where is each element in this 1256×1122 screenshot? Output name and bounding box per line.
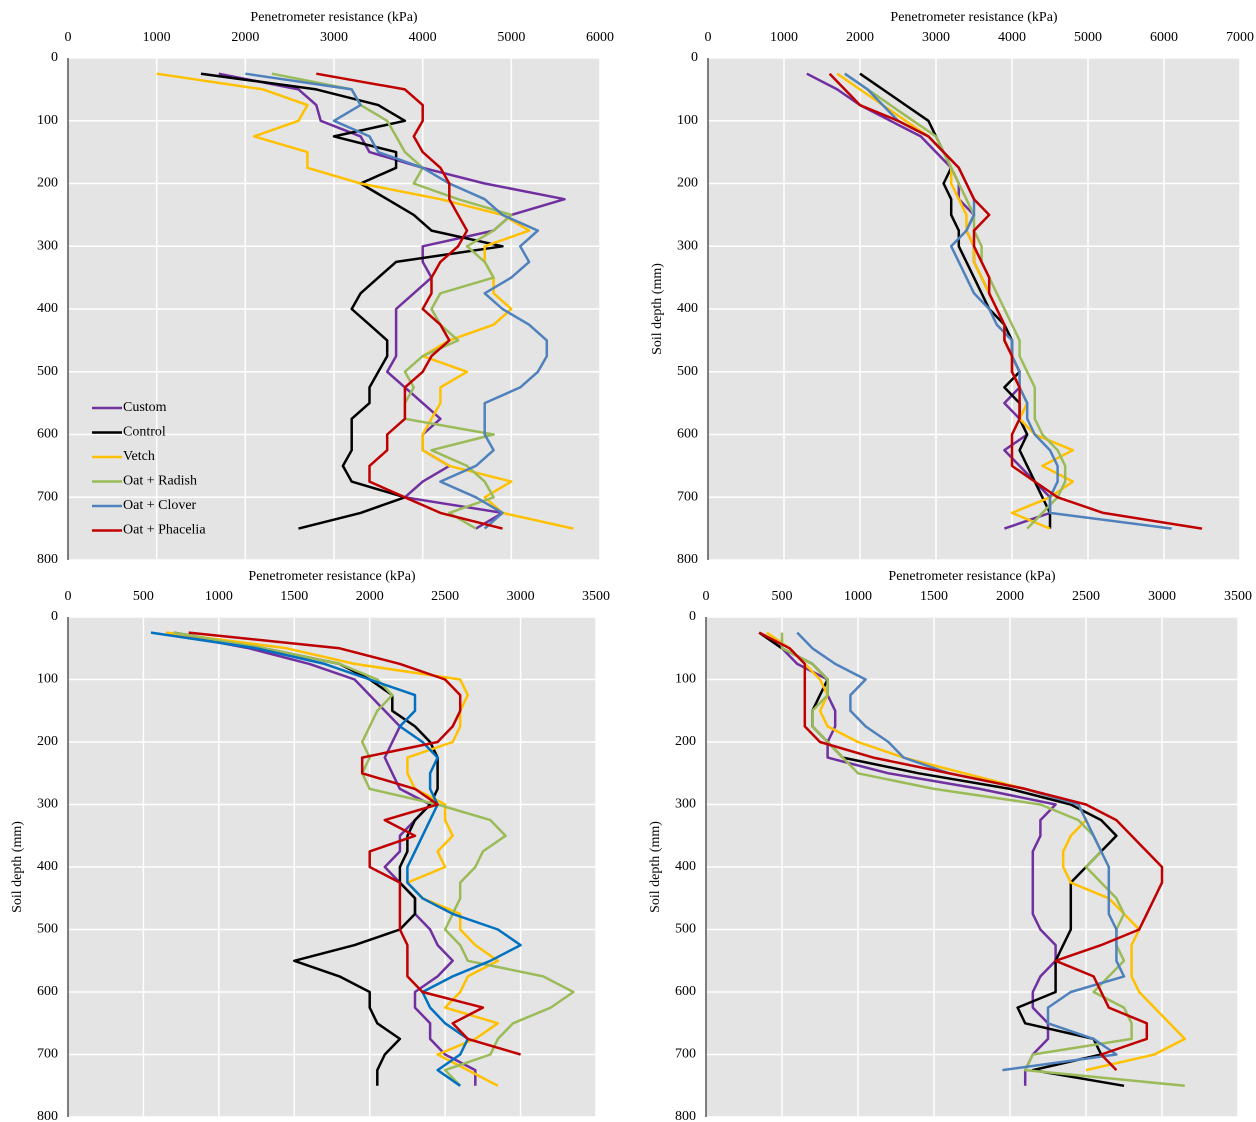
series-line	[200, 72, 504, 530]
y-tick-label: 600	[675, 984, 696, 999]
x-tick-label: 2000	[231, 30, 259, 45]
y-tick-label: 500	[37, 364, 58, 379]
y-tick-label: 300	[37, 238, 58, 253]
y-tick-label: 600	[677, 427, 698, 442]
x-tick-label: 3500	[582, 589, 610, 604]
y-tick-label: 200	[677, 176, 698, 191]
y-tick-label: 600	[37, 984, 58, 999]
series-line	[758, 631, 1164, 1071]
x-tick-label: 5000	[1074, 30, 1102, 45]
y-tick-label: 100	[37, 113, 58, 128]
x-tick-label: 500	[133, 589, 154, 604]
y-tick-label: 100	[677, 113, 698, 128]
series-line	[766, 631, 1187, 1072]
x-tick-label: 3000	[922, 30, 950, 45]
x-tick-label: 0	[703, 589, 710, 604]
y-tick-label: 100	[37, 672, 58, 687]
y-tick-label: 400	[675, 859, 696, 874]
y-tick-label: 200	[675, 734, 696, 749]
y-tick-label: 300	[675, 797, 696, 812]
series-line	[758, 631, 1057, 1086]
y-axis-label: Soil depth (mm)	[10, 821, 25, 913]
y-tick-label: 400	[677, 301, 698, 316]
y-tick-label: 500	[675, 922, 696, 937]
x-tick-label: 2000	[846, 30, 874, 45]
x-tick-label: 1000	[844, 589, 872, 604]
y-tick-label: 800	[677, 552, 698, 567]
y-tick-label: 800	[37, 1109, 58, 1122]
legend-label: Control	[123, 425, 166, 440]
x-tick-label: 3000	[1148, 589, 1176, 604]
x-tick-label: 3000	[507, 589, 535, 604]
legend-label: Oat + Clover	[123, 498, 197, 513]
x-tick-label: 2500	[1072, 589, 1100, 604]
y-tick-label: 500	[37, 922, 58, 937]
x-axis-label: Penetrometer resistance (kPa)	[890, 10, 1057, 25]
x-tick-label: 1500	[280, 589, 308, 604]
y-tick-label: 200	[37, 734, 58, 749]
x-tick-label: 2500	[431, 589, 459, 604]
y-tick-label: 300	[37, 797, 58, 812]
y-tick-label: 700	[37, 1047, 58, 1062]
series-line	[828, 72, 1203, 530]
x-tick-label: 0	[705, 30, 712, 45]
series-line	[165, 631, 477, 1086]
x-tick-label: 6000	[586, 30, 614, 45]
y-tick-label: 800	[675, 1109, 696, 1122]
series-line	[173, 631, 575, 1087]
x-tick-label: 1500	[920, 589, 948, 604]
x-axis-label: Penetrometer resistance (kPa)	[250, 10, 417, 25]
x-tick-label: 1000	[770, 30, 798, 45]
series-line	[165, 631, 500, 1087]
y-axis-label: Soil depth (mm)	[648, 821, 663, 913]
series-line	[245, 72, 549, 530]
x-tick-label: 0	[65, 30, 72, 45]
y-tick-label: 0	[51, 609, 58, 624]
y-tick-label: 300	[677, 238, 698, 253]
y-tick-label: 700	[677, 489, 698, 504]
y-tick-label: 100	[675, 672, 696, 687]
x-tick-label: 4000	[409, 30, 437, 45]
series-line	[173, 631, 439, 1086]
x-tick-label: 1000	[205, 589, 233, 604]
series-line	[150, 631, 522, 1087]
y-tick-label: 0	[51, 50, 58, 65]
legend-label: Custom	[123, 400, 167, 415]
y-tick-label: 200	[37, 176, 58, 191]
y-tick-label: 400	[37, 859, 58, 874]
y-tick-label: 700	[37, 489, 58, 504]
y-tick-label: 600	[37, 427, 58, 442]
legend-label: Oat + Radish	[123, 474, 197, 489]
legend-label: Oat + Phacelia	[123, 523, 206, 538]
x-axis-label: Penetrometer resistance (kPa)	[888, 569, 1055, 584]
series-line	[271, 72, 513, 530]
x-tick-label: 3000	[320, 30, 348, 45]
x-tick-label: 0	[65, 589, 72, 604]
legend-label: Vetch	[123, 449, 155, 464]
x-tick-label: 2000	[356, 589, 384, 604]
x-tick-label: 3500	[1224, 589, 1252, 604]
y-tick-label: 0	[691, 50, 698, 65]
x-tick-label: 5000	[497, 30, 525, 45]
x-tick-label: 6000	[1150, 30, 1178, 45]
x-tick-label: 2000	[996, 589, 1024, 604]
x-tick-label: 1000	[143, 30, 171, 45]
x-axis-label: Penetrometer resistance (kPa)	[248, 569, 415, 584]
y-tick-label: 500	[677, 364, 698, 379]
series-line	[780, 632, 1185, 1088]
x-tick-label: 500	[772, 589, 793, 604]
x-tick-label: 4000	[998, 30, 1026, 45]
y-tick-label: 0	[689, 609, 696, 624]
series-line	[316, 72, 503, 530]
series-line	[188, 631, 521, 1056]
y-tick-label: 400	[37, 301, 58, 316]
series-line	[796, 631, 1126, 1072]
y-axis-label: Soil depth (mm)	[650, 263, 665, 355]
y-tick-label: 700	[675, 1047, 696, 1062]
series-line	[156, 72, 574, 530]
x-tick-label: 7000	[1226, 30, 1254, 45]
y-tick-label: 800	[37, 552, 58, 567]
